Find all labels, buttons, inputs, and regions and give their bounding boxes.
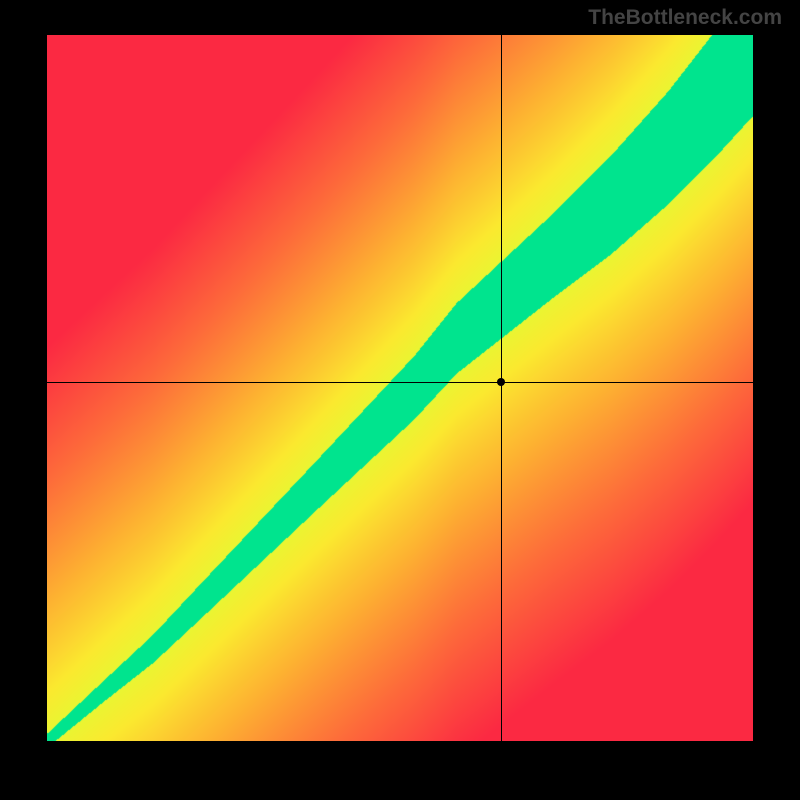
watermark: TheBottleneck.com bbox=[588, 6, 782, 30]
crosshair-marker[interactable] bbox=[497, 378, 505, 386]
crosshair-horizontal bbox=[47, 382, 753, 383]
plot-area bbox=[47, 35, 753, 741]
crosshair-vertical bbox=[501, 35, 502, 741]
heatmap-canvas bbox=[47, 35, 753, 741]
